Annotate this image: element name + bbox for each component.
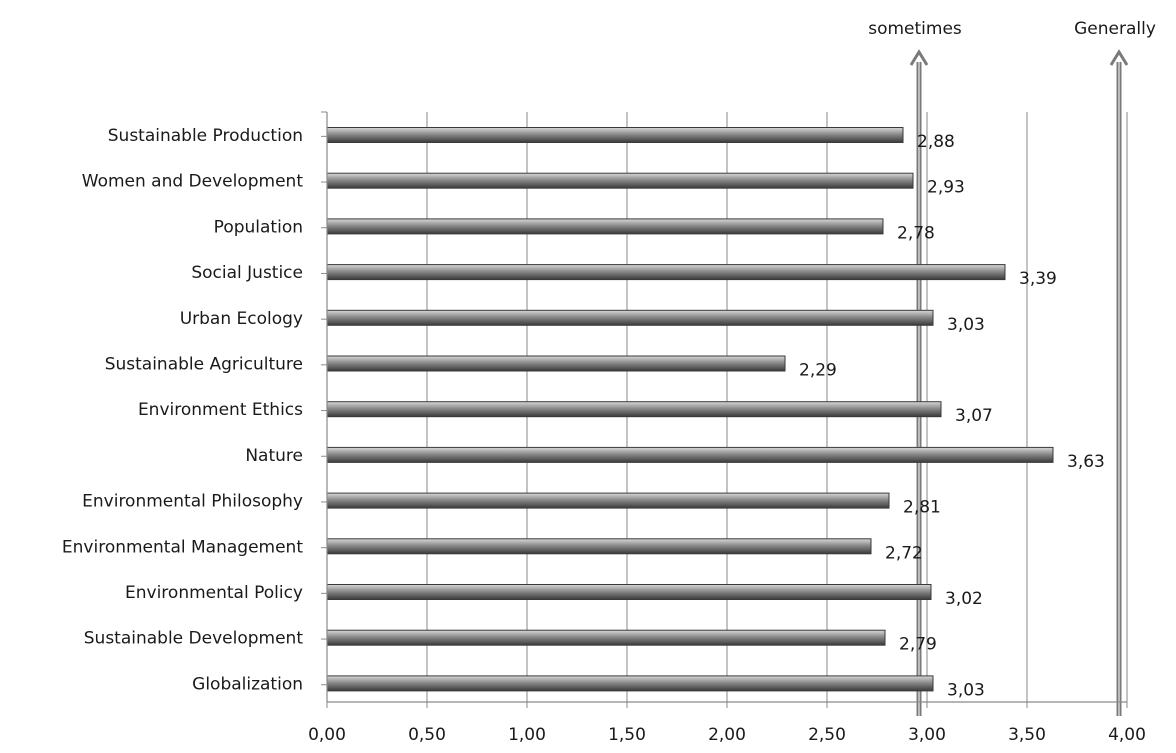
x-tick-label: 3,50 [1008,725,1046,745]
data-label: 3,39 [1019,269,1057,289]
category-label: Population [214,217,303,237]
bar [326,355,786,372]
category-label: Environmental Management [62,537,303,557]
arrow-head [909,49,929,66]
axes [321,111,1128,708]
x-tick-label: 4,00 [1108,725,1146,745]
category-label: Globalization [192,674,303,694]
data-label: 2,81 [903,498,941,518]
bar [326,629,886,646]
data-label: 3,03 [947,680,985,700]
bar [326,538,872,555]
x-tick-label: 2,00 [708,725,746,745]
value-labels: 2,88 2,93 2,78 3,39 3,03 2,29 3,07 3,63 2,81 2,72… [799,132,1105,700]
bar [326,675,934,692]
bar [326,492,890,509]
category-label: Environmental Policy [125,583,303,603]
arrow-head [1109,49,1129,66]
category-label: Urban Ecology [180,309,303,329]
data-label: 2,72 [885,543,923,563]
data-label: 2,78 [897,223,935,243]
data-label: 3,03 [947,315,985,335]
category-label: Sustainable Development [84,629,304,649]
reference-label: Generally [1074,19,1156,39]
bar [326,127,904,143]
x-tick-label: 1,50 [608,725,646,745]
bar [326,264,1006,281]
data-label: 3,07 [955,406,993,426]
x-tick-labels: 0,00 0,50 1,00 1,50 2,00 2,50 3,00 3,50 4,00 [308,725,1146,745]
x-tick-label: 0,50 [408,725,446,745]
x-tick-label: 2,50 [808,725,846,745]
reference-lines: sometimes Generally [868,19,1156,716]
bar [326,446,1054,463]
bar [326,218,884,235]
bar [326,584,932,600]
category-label: Nature [245,446,303,466]
category-label: Social Justice [191,263,303,283]
reference-label: sometimes [868,19,962,39]
category-label: Environment Ethics [138,400,303,420]
category-label: Sustainable Production [108,126,303,146]
category-labels: Sustainable Production Women and Developm… [62,126,303,694]
data-label: 2,79 [899,635,937,655]
bar [326,172,914,189]
category-label: Environmental Philosophy [82,492,303,512]
x-tick-label: 1,00 [508,725,546,745]
data-label: 2,29 [799,361,837,381]
bar [326,401,942,418]
data-label: 3,63 [1067,452,1105,472]
category-label: Women and Development [82,172,304,192]
x-tick-label: 3,00 [908,725,946,745]
data-label: 2,88 [917,132,955,152]
bar [326,309,934,326]
category-label: Sustainable Agriculture [105,355,303,375]
x-tick-label: 0,00 [308,725,346,745]
data-label: 2,93 [927,178,965,198]
data-label: 3,02 [945,589,983,609]
